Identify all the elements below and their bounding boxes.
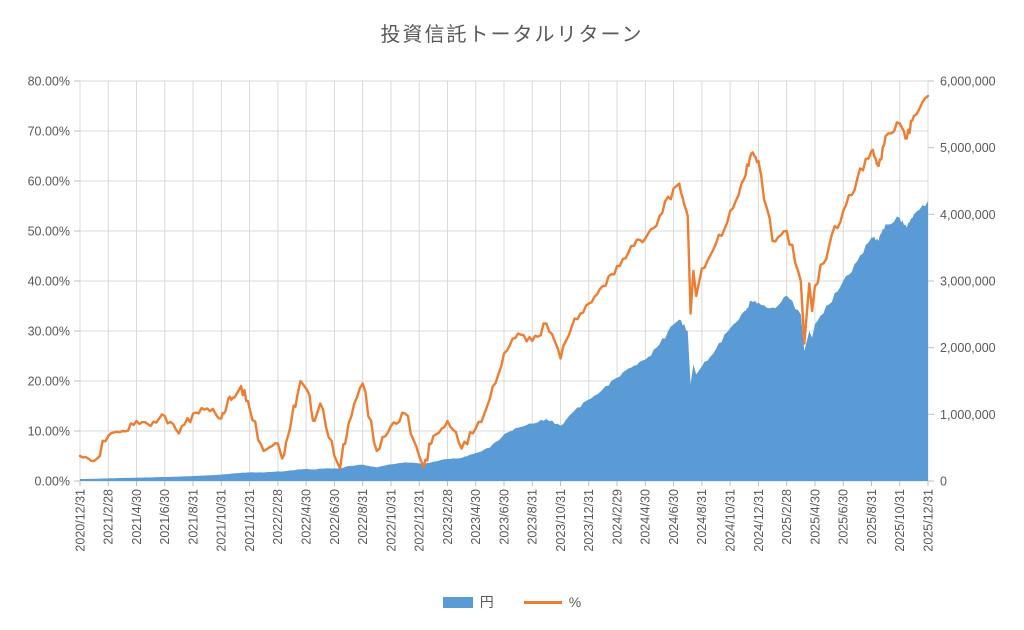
axis-ticks — [74, 80, 934, 486]
x-axis-label: 2021/10/31 — [215, 489, 229, 552]
x-axis-label: 2021/4/30 — [130, 489, 144, 545]
x-axis-label: 2025/12/31 — [921, 489, 935, 552]
right-axis-label: 5,000,000 — [940, 141, 996, 155]
left-axis-label: 70.00% — [28, 125, 70, 139]
legend-area-swatch-icon — [442, 596, 473, 608]
x-axis-label: 2025/4/30 — [808, 489, 822, 545]
x-axis-label: 2024/10/31 — [724, 489, 738, 552]
right-axis-label: 3,000,000 — [940, 275, 996, 289]
x-axis-label: 2024/8/31 — [695, 489, 709, 545]
x-axis-label: 2022/12/31 — [413, 489, 427, 552]
x-axis-label: 2022/10/31 — [384, 489, 398, 552]
x-axis-label: 2023/2/28 — [441, 489, 455, 545]
x-axis-label: 2021/2/28 — [102, 489, 116, 545]
right-axis-label: 6,000,000 — [940, 75, 996, 89]
left-axis-label: 60.00% — [28, 175, 70, 189]
x-axis-label: 2023/6/30 — [497, 489, 511, 545]
x-axis-label: 2025/6/30 — [837, 489, 851, 545]
x-axis-label: 2024/12/31 — [752, 489, 766, 552]
chart-title: 投資信託トータルリターン — [380, 24, 644, 46]
left-axis-label: 30.00% — [28, 325, 70, 339]
x-axis-label: 2024/4/30 — [639, 489, 653, 545]
series-area-yen[interactable] — [80, 201, 928, 481]
x-axis-label: 2020/12/31 — [73, 489, 87, 552]
left-axis-label: 80.00% — [28, 75, 70, 89]
left-axis-label: 20.00% — [28, 375, 70, 389]
x-axis-label: 2022/4/30 — [300, 489, 314, 545]
x-axis-label: 2024/2/29 — [610, 489, 624, 545]
series-line-pct[interactable] — [78, 94, 930, 470]
x-axis-label: 2025/2/28 — [780, 489, 794, 545]
legend-item-yen[interactable]: 円 — [442, 592, 494, 612]
right-axis-label: 4,000,000 — [940, 208, 996, 222]
left-axis-label: 10.00% — [28, 425, 70, 439]
left-axis-label: 0.00% — [35, 475, 70, 489]
right-axis-label: 2,000,000 — [940, 341, 996, 355]
legend-label-pct: % — [568, 594, 582, 610]
left-axis-label: 50.00% — [28, 225, 70, 239]
right-axis-label: 1,000,000 — [940, 408, 996, 422]
x-axis-label: 2021/6/30 — [158, 489, 172, 545]
x-axis-label: 2022/6/30 — [328, 489, 342, 545]
legend-label-yen: 円 — [479, 594, 494, 610]
x-axis-label: 2024/6/30 — [667, 489, 681, 545]
x-axis-label: 2022/8/31 — [356, 489, 370, 545]
x-axis-label: 2023/10/31 — [554, 489, 568, 552]
left-axis-label: 40.00% — [28, 275, 70, 289]
x-axis-label: 2025/10/31 — [893, 489, 907, 552]
legend-item-pct[interactable]: % — [523, 594, 582, 610]
right-axis-label: 0 — [940, 475, 947, 489]
x-axis-label: 2023/12/31 — [582, 489, 596, 552]
x-axis-label: 2022/2/28 — [271, 489, 285, 545]
legend: 円 % — [0, 592, 1024, 612]
x-axis-label: 2021/12/31 — [243, 489, 257, 552]
legend-line-swatch-icon — [523, 600, 562, 604]
x-axis-label: 2025/8/31 — [865, 489, 879, 545]
axis-labels: 0.00% 10.00% 20.00% 30.00% 40.00% 50.00% 60.00… — [28, 75, 996, 552]
x-axis-label: 2023/8/31 — [526, 489, 540, 545]
x-axis-label: 2021/8/31 — [186, 489, 200, 545]
x-axis-label: 2023/4/30 — [469, 489, 483, 545]
